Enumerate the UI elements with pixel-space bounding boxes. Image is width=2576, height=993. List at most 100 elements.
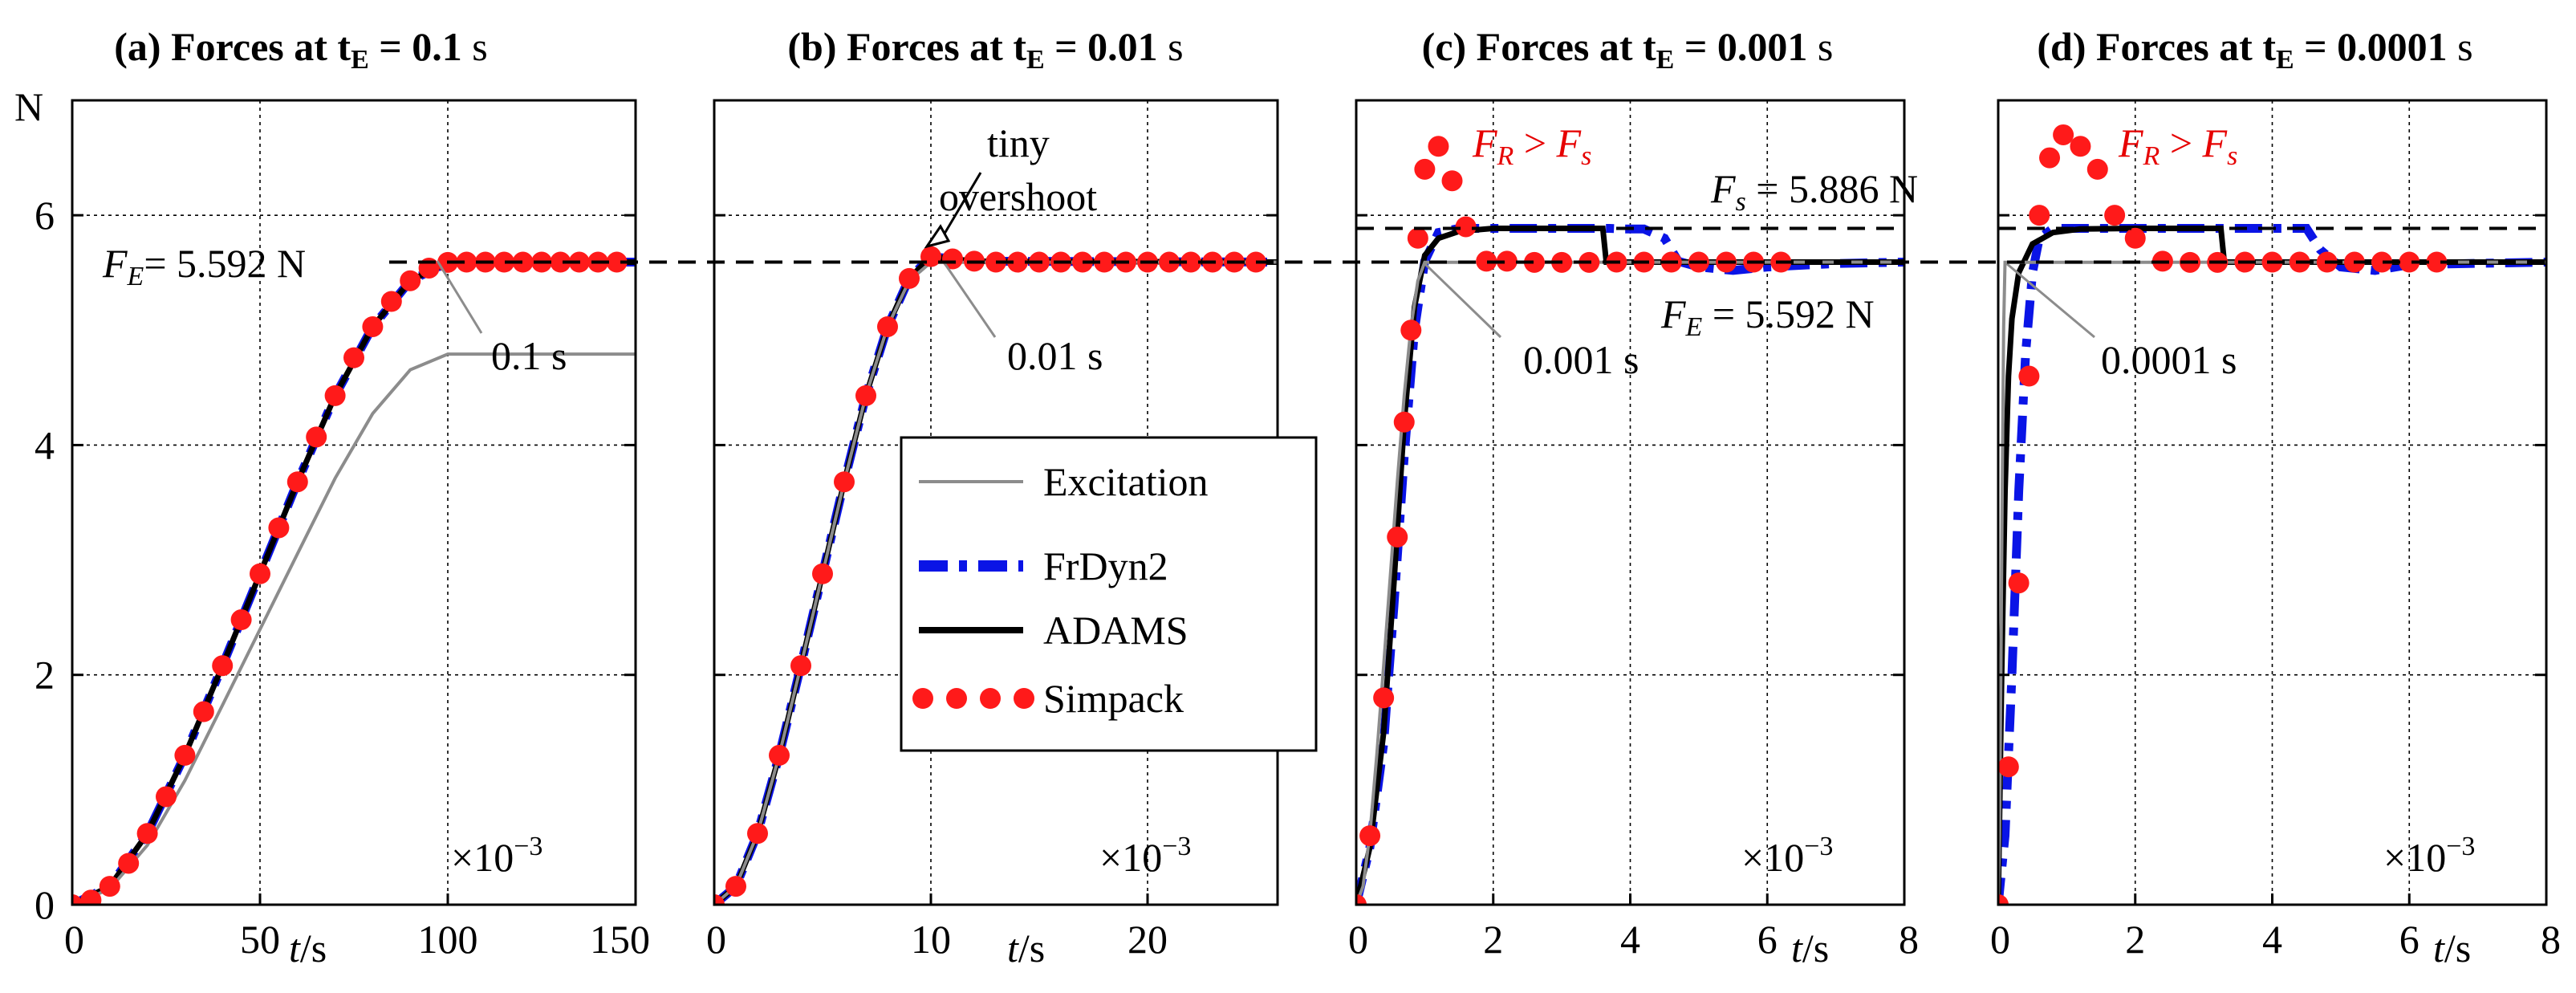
- simpack-point: [512, 251, 534, 273]
- panel-b-te-leader: [941, 260, 997, 338]
- simpack-point: [1441, 170, 1463, 192]
- simpack-point: [2086, 158, 2108, 180]
- panel-a-fe-label: FE= 5.592 N: [102, 241, 306, 291]
- panel-c-grid: [1356, 100, 1904, 905]
- simpack-point: [1393, 411, 1415, 433]
- simpack-point: [2029, 205, 2050, 226]
- panel-b-x-label: t/s: [1007, 926, 1045, 971]
- panel-b-title: (b) Forces at tE = 0.01 s: [787, 24, 1183, 75]
- x-tick-label: 4: [1620, 917, 1640, 962]
- x-tick-label: 0: [1990, 917, 2010, 962]
- simpack-point: [1094, 251, 1115, 273]
- simpack-point: [1180, 251, 1201, 273]
- simpack-point: [899, 267, 920, 289]
- simpack-point: [1400, 319, 1422, 341]
- simpack-point: [212, 655, 234, 677]
- panel-c-fe-label: FE = 5.592 N: [1660, 291, 1875, 342]
- x-tick-label: 6: [2399, 917, 2420, 962]
- panel-c-te-leader: [1423, 262, 1502, 339]
- simpack-point: [1998, 756, 2019, 778]
- x-tick-label: 10: [911, 917, 951, 962]
- panel-d-title: (d) Forces at tE = 0.0001 s: [2037, 24, 2472, 75]
- panel-c: (c) Forces at tE = 0.001 s 0 2 4 6 8 ×10−3 t…: [1348, 24, 1919, 971]
- panel-c-title: (c) Forces at tE = 0.001 s: [1422, 24, 1834, 75]
- simpack-point: [136, 823, 158, 844]
- x-tick-label: 0: [706, 917, 726, 962]
- simpack-point: [456, 251, 477, 273]
- legend-swatch-simpack: [912, 688, 1034, 709]
- x-tick-label: 2: [2125, 917, 2145, 962]
- simpack-point: [1007, 251, 1028, 273]
- panel-b-overshoot-arrowhead: [924, 224, 951, 249]
- simpack-point: [769, 744, 790, 766]
- simpack-point: [2371, 251, 2393, 273]
- panel-a-series: [72, 251, 636, 905]
- panel-d-grid: [1998, 100, 2546, 905]
- panel-d-x-label: t/s: [2433, 926, 2471, 971]
- panel-a-te-leader: [436, 260, 483, 334]
- simpack-point: [1407, 227, 1428, 249]
- simpack-point: [1523, 251, 1545, 273]
- x-tick-label: 0: [1348, 917, 1368, 962]
- simpack-point: [877, 315, 898, 337]
- series-clip: [72, 251, 636, 905]
- panel-a-x-label: t/s: [289, 926, 327, 971]
- x-tick-label: 6: [1757, 917, 1778, 962]
- simpack-point: [2124, 227, 2146, 249]
- simpack-point: [790, 655, 811, 677]
- legend: Excitation FrDyn2 ADAMS Simpack: [900, 436, 1318, 752]
- series-clip: [1998, 124, 2546, 905]
- simpack-point: [193, 701, 214, 722]
- simpack-point: [80, 889, 102, 905]
- panel-a-title: (a) Forces at tE = 0.1 s: [114, 24, 487, 75]
- panel-b-overshoot-label-1: tiny: [987, 120, 1050, 165]
- panel-b-x-ticks: 0 10 20: [706, 893, 1168, 962]
- panel-c-fr-gt-fs-label: FR > Fs: [1472, 120, 1591, 171]
- simpack-point: [1387, 526, 1408, 547]
- panel-a-x-multiplier: ×10−3: [451, 832, 542, 880]
- simpack-point: [1414, 158, 1436, 180]
- legend-simpack-dot-1: [912, 688, 933, 709]
- panel-d-te-leader: [2005, 262, 2095, 339]
- x-tick-label: 8: [2541, 917, 2561, 962]
- panel-c-x-ticks: 0 2 4 6 8: [1348, 893, 1919, 962]
- simpack-point: [2053, 124, 2074, 145]
- panel-b-overshoot-label-2: overshoot: [939, 174, 1097, 219]
- simpack-point: [1998, 894, 2009, 905]
- series-clip: [1356, 136, 1904, 905]
- simpack-point: [1455, 216, 1477, 238]
- simpack-point: [2104, 205, 2126, 226]
- panel-d-x-ticks: 0 2 4 6 8: [1990, 893, 2561, 962]
- panel-c-x-multiplier: ×10−3: [1741, 832, 1833, 880]
- x-tick-label: 100: [418, 917, 478, 962]
- simpack-point: [2399, 251, 2420, 273]
- legend-simpack-dot-3: [980, 688, 1001, 709]
- legend-box: [900, 436, 1318, 752]
- simpack-point: [747, 823, 768, 844]
- legend-simpack-dot-4: [1014, 688, 1034, 709]
- x-tick-label: 4: [2262, 917, 2282, 962]
- simpack-point: [606, 251, 628, 273]
- panel-a-x-ticks: 0 50 100 150: [64, 893, 650, 962]
- y-tick-label: 2: [35, 653, 55, 698]
- x-tick-label: 150: [590, 917, 650, 962]
- panel-d-frame: [1997, 99, 2548, 906]
- simpack-point: [99, 876, 120, 897]
- simpack-point: [920, 246, 941, 267]
- simpack-point: [2018, 365, 2040, 387]
- simpack-point: [494, 251, 515, 273]
- panel-d-fr-gt-fs-label: FR > Fs: [2118, 120, 2237, 171]
- simpack-point: [2070, 136, 2091, 157]
- panel-a-y-ticks: 0 2 4 6: [35, 193, 636, 927]
- simpack-point: [72, 894, 83, 905]
- simpack-point: [380, 291, 402, 312]
- panel-b-overshoot-arrow: [943, 172, 982, 234]
- simpack-point: [942, 248, 963, 270]
- simpack-point: [250, 563, 270, 584]
- simpack-point: [1476, 250, 1497, 272]
- simpack-point: [855, 385, 876, 406]
- panel-d-te-label: 0.0001 s: [2101, 337, 2237, 382]
- panel-b-x-multiplier: ×10−3: [1099, 832, 1191, 880]
